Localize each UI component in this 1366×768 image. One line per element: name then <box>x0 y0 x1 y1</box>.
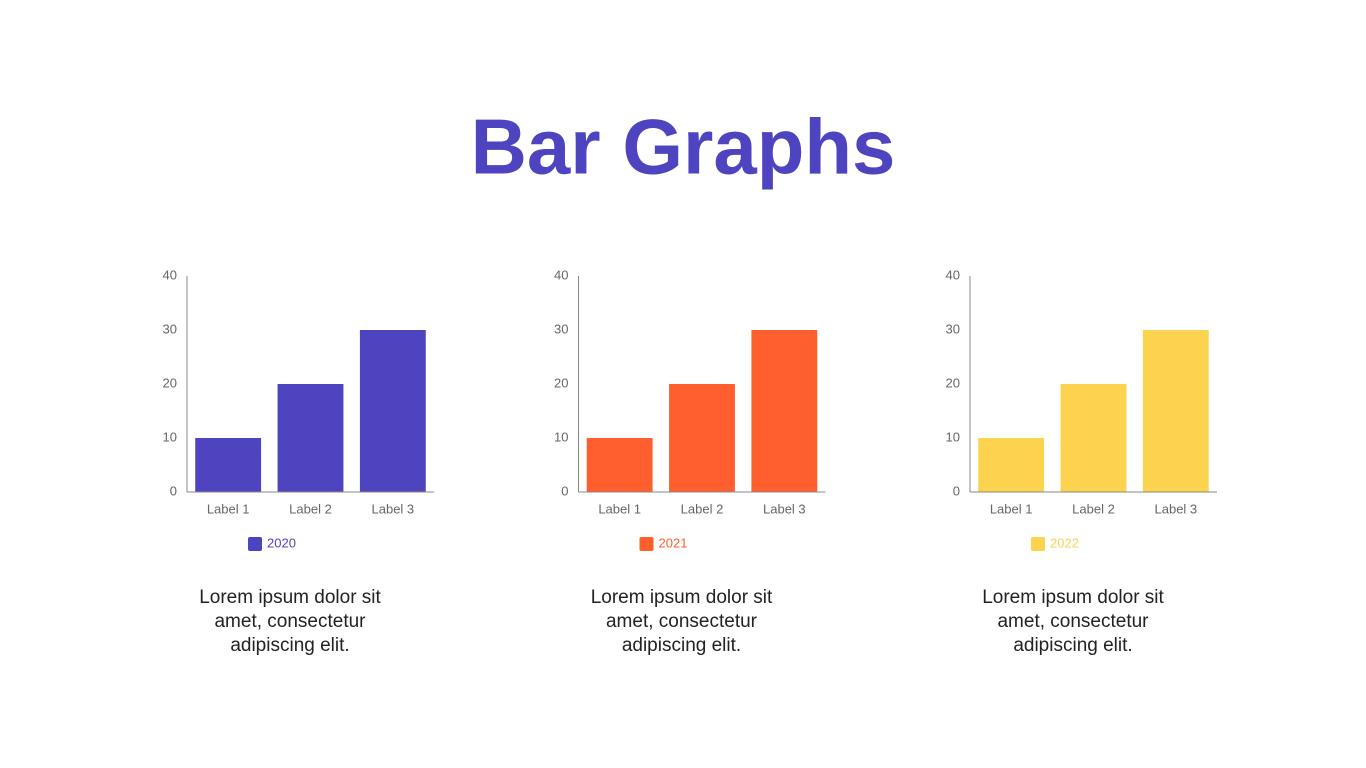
bar <box>978 438 1045 492</box>
caption: Lorem ipsum dolor sit amet, consectetur … <box>199 587 381 656</box>
bar <box>586 438 653 492</box>
y-tick-label: 0 <box>170 483 177 498</box>
x-tick-label: Label 1 <box>598 501 641 516</box>
bar <box>195 438 262 492</box>
y-tick-label: 20 <box>946 375 960 390</box>
x-tick-label: Label 2 <box>681 501 724 516</box>
y-tick-label: 40 <box>163 267 177 282</box>
slide-title: Bar Graphs <box>471 103 896 191</box>
bar <box>277 384 344 492</box>
x-tick-label: Label 3 <box>763 501 806 516</box>
legend-label: 2020 <box>267 535 296 550</box>
bar <box>1142 330 1209 492</box>
bar <box>751 330 818 492</box>
x-tick-label: Label 2 <box>289 501 332 516</box>
legend-swatch <box>1031 537 1045 551</box>
y-tick-label: 20 <box>554 375 568 390</box>
x-tick-label: Label 3 <box>1155 501 1198 516</box>
y-tick-label: 10 <box>163 429 177 444</box>
y-tick-label: 10 <box>946 429 960 444</box>
bar <box>669 384 735 492</box>
legend-label: 2022 <box>1050 535 1079 550</box>
x-tick-label: Label 3 <box>372 501 415 516</box>
y-tick-label: 10 <box>554 429 568 444</box>
y-tick-label: 20 <box>163 375 177 390</box>
bar <box>1060 384 1127 492</box>
y-tick-label: 40 <box>554 267 568 282</box>
x-tick-label: Label 2 <box>1072 501 1115 516</box>
y-tick-label: 0 <box>953 483 960 498</box>
x-tick-label: Label 1 <box>990 501 1033 516</box>
caption: Lorem ipsum dolor sit amet, consectetur … <box>982 587 1164 656</box>
y-tick-label: 0 <box>561 483 568 498</box>
x-tick-label: Label 1 <box>207 501 250 516</box>
bar <box>359 330 426 492</box>
y-tick-label: 30 <box>946 321 960 336</box>
y-tick-label: 30 <box>554 321 568 336</box>
y-tick-label: 40 <box>946 267 960 282</box>
legend-label: 2021 <box>659 535 688 550</box>
legend-swatch <box>639 537 654 551</box>
y-tick-label: 30 <box>163 321 177 336</box>
legend-swatch <box>248 537 262 551</box>
caption: Lorem ipsum dolor sit amet, consectetur … <box>590 587 773 656</box>
